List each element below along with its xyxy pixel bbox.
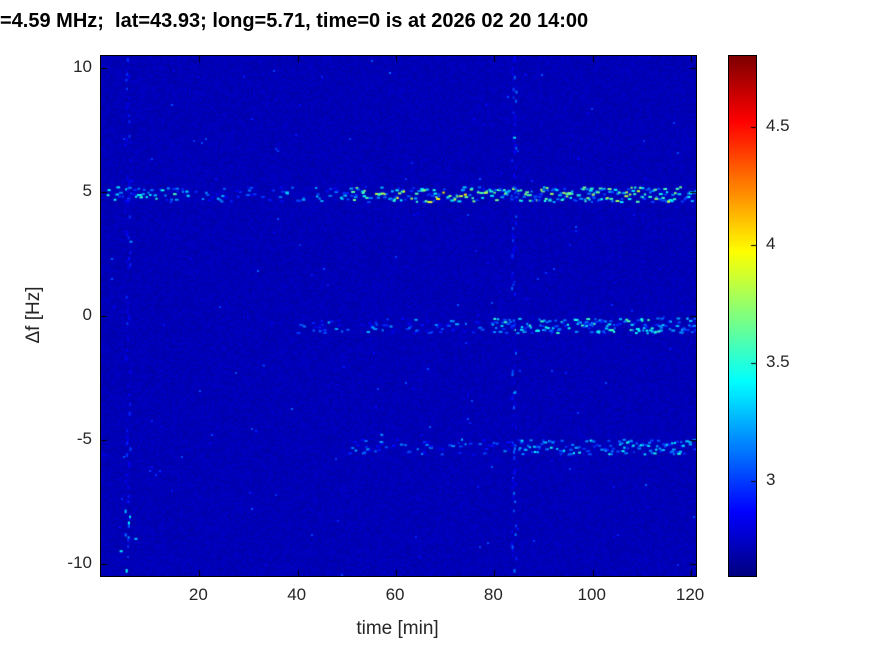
x-axis-tick-label: 120 bbox=[675, 585, 705, 604]
colorbar-tick-label: 4 bbox=[766, 234, 776, 254]
colorbar-tick-label: 3.5 bbox=[766, 352, 790, 372]
x-axis-tick-label: 60 bbox=[385, 585, 405, 604]
heatmap-canvas bbox=[101, 56, 696, 576]
x-axis-tick-label: 100 bbox=[577, 585, 606, 604]
y-axis-label: Δf [Hz] bbox=[23, 286, 44, 344]
y-axis-tick-label: -10 bbox=[67, 552, 92, 572]
x-axis-tick-label: 80 bbox=[483, 585, 503, 604]
colorbar-tick-label: 4.5 bbox=[766, 115, 790, 135]
x-axis-label: time [min] bbox=[356, 618, 439, 639]
colorbar-canvas bbox=[729, 56, 756, 576]
y-axis-tick-label: 10 bbox=[73, 57, 92, 77]
colorbar-tick-label: 3 bbox=[766, 470, 776, 490]
y-axis-tick-label: 5 bbox=[82, 181, 92, 201]
heatmap-plot-area bbox=[100, 55, 697, 577]
y-axis-tick-label: -5 bbox=[76, 428, 92, 448]
colorbar bbox=[728, 55, 757, 577]
y-axis-tick-label: 0 bbox=[82, 305, 92, 324]
x-axis-tick-label: 20 bbox=[188, 585, 208, 604]
figure-title: =4.59 MHz; lat=43.93; long=5.71, time=0 … bbox=[0, 10, 589, 32]
x-axis-tick-label: 40 bbox=[287, 585, 307, 604]
